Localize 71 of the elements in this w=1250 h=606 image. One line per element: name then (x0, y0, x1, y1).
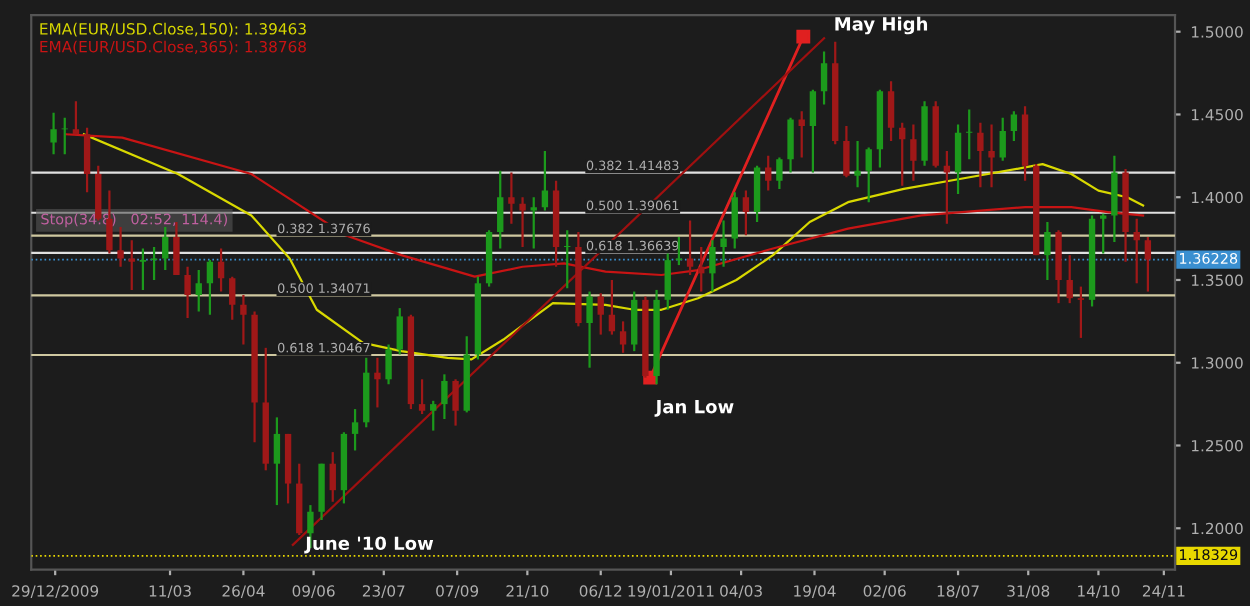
candlestick (508, 171, 515, 225)
candlestick (162, 225, 169, 272)
candlestick (229, 275, 236, 321)
candlestick (608, 278, 616, 336)
candlestick (631, 290, 638, 353)
candlestick (820, 50, 828, 106)
candlestick (1100, 212, 1107, 255)
candlestick (843, 124, 850, 179)
annotation: Jan Low (654, 400, 734, 417)
candlestick (1144, 235, 1152, 293)
candlestick (385, 343, 392, 386)
candlestick (1066, 254, 1073, 305)
candlestick (865, 146, 872, 204)
candlestick (1077, 285, 1085, 340)
candlestick (977, 121, 984, 189)
annotation: June '10 Low (304, 536, 434, 554)
candlestick (195, 268, 202, 313)
candlestick (586, 290, 593, 369)
candlestick (887, 80, 895, 143)
candlestick (709, 239, 716, 293)
candlestick (753, 164, 761, 224)
candlestick (441, 373, 448, 421)
candlestick (351, 407, 359, 452)
candlestick (910, 123, 917, 182)
candlestick (1044, 220, 1051, 282)
candlestick (742, 189, 750, 237)
candlestick (72, 100, 80, 136)
candlestick (430, 399, 437, 432)
candlestick (1010, 110, 1018, 143)
candlestick (418, 378, 426, 416)
candlestick (675, 235, 683, 267)
candlestick (988, 123, 995, 189)
candlestick (184, 265, 191, 320)
candlestick (173, 220, 180, 277)
candlestick (396, 307, 403, 356)
candlestick (150, 245, 158, 282)
candlestick (217, 247, 225, 293)
candlestick (765, 154, 772, 192)
candlestick (273, 416, 281, 507)
candlestick (731, 191, 738, 250)
candlestick (999, 116, 1006, 162)
candlestick (329, 451, 336, 503)
candlestick (497, 169, 504, 250)
candlestick (798, 110, 805, 159)
candlestick (128, 239, 135, 292)
candlestick (776, 156, 783, 191)
candlestick (374, 356, 381, 409)
candlestick (117, 225, 124, 268)
candlestick (83, 126, 91, 194)
candlestick (139, 247, 147, 292)
candlestick (50, 111, 57, 156)
candlestick (206, 259, 214, 316)
candlestick (541, 149, 549, 212)
candlestick (809, 88, 817, 174)
candlestick (720, 219, 727, 268)
candlestick (966, 108, 973, 161)
candlestick (619, 320, 627, 354)
candlestick (519, 196, 526, 248)
candlestick (1133, 217, 1140, 285)
candlestick (954, 123, 962, 196)
candlestick (854, 139, 861, 189)
candlestick (1111, 154, 1118, 244)
candlestick (564, 229, 571, 290)
candlestick (787, 116, 794, 174)
candlestick (664, 252, 671, 311)
candlestick (318, 462, 325, 522)
candlestick (452, 378, 459, 427)
candlestick (597, 292, 604, 336)
annotation: May High (835, 16, 928, 35)
candlestick (240, 293, 247, 346)
candlestick (686, 219, 694, 277)
